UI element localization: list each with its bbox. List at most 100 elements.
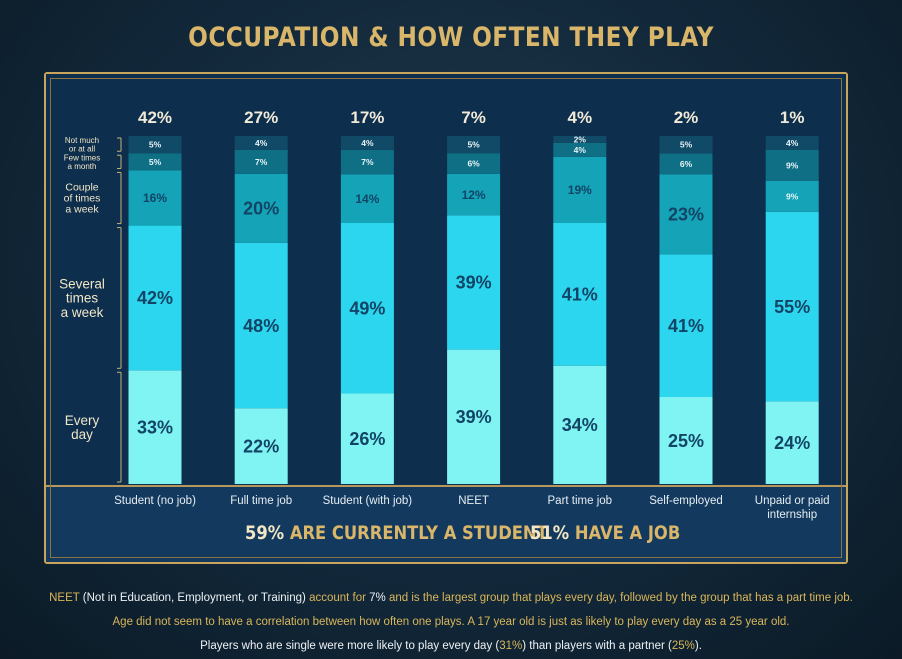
category-share-label: 17% (350, 108, 384, 127)
job-percent: 51% (530, 522, 570, 544)
frame-inner-border (50, 78, 842, 558)
data-label: 5% (680, 140, 693, 150)
series-label: a week (61, 305, 104, 320)
bar-segment (447, 349, 501, 484)
data-label: 39% (456, 407, 492, 427)
bar-segment (340, 393, 394, 484)
bar-segment (234, 408, 288, 484)
category-share-label: 1% (780, 108, 805, 127)
bar-segment (553, 156, 607, 223)
category-label: Student (with job) (322, 495, 413, 507)
bar-segment (659, 174, 713, 255)
series-label: a month (68, 162, 97, 171)
data-label: 48% (243, 316, 279, 336)
series-label: Few times (64, 153, 100, 162)
category-share-label: 42% (138, 108, 172, 127)
bar-segment (340, 174, 394, 223)
category-share-label: 2% (674, 108, 699, 127)
series-label: Not much (65, 136, 99, 145)
data-label: 41% (562, 285, 598, 305)
bar-segment (553, 223, 607, 366)
data-label: 49% (349, 299, 385, 319)
series-label: Couple (65, 182, 98, 194)
data-label: 41% (668, 316, 704, 336)
series-label: Every (65, 413, 100, 428)
category-label: Part time job (547, 495, 613, 507)
bar-segment (659, 153, 713, 175)
data-label: 39% (456, 273, 492, 293)
bar-segment (765, 136, 819, 150)
data-label: 25% (668, 431, 704, 451)
student-summary-text: ARE CURRENTLY A STUDENT (289, 522, 548, 544)
bar-segment (659, 136, 713, 154)
data-label: 4% (786, 138, 799, 148)
data-label: 19% (568, 183, 592, 197)
job-summary: 51% HAVE A JOB (530, 522, 680, 544)
category-share-label: 7% (461, 108, 486, 127)
category-label: NEET (458, 495, 489, 507)
note-age: Age did not seem to have a correlation b… (112, 616, 790, 628)
data-label: 4% (255, 138, 268, 148)
series-label: of times (64, 193, 101, 205)
bar-segment (659, 397, 713, 484)
bar-segment (340, 149, 394, 175)
series-label: times (66, 291, 99, 306)
data-label: 4% (574, 145, 587, 155)
bar-segment (447, 153, 501, 174)
summary-panel (46, 486, 846, 562)
bar-segment (234, 242, 288, 409)
series-label: Several (59, 276, 105, 291)
category-label: Full time job (230, 495, 293, 507)
category-label: Unpaid or paid internship (754, 495, 830, 521)
data-label: 6% (680, 159, 693, 169)
data-label: 33% (137, 417, 173, 437)
series-label: day (71, 427, 93, 442)
data-label: 23% (668, 205, 704, 225)
data-label: 5% (149, 157, 162, 167)
bar-segment (234, 136, 288, 150)
note-relationship: Players who are single were more likely … (200, 640, 702, 652)
data-label: 26% (349, 429, 385, 449)
bar-segment (128, 153, 182, 171)
note-neet: NEET (Not in Education, Employment, or T… (49, 592, 853, 604)
bar-segment (447, 215, 501, 350)
bar-segment (447, 173, 501, 216)
student-percent: 59% (245, 522, 285, 544)
data-label: 2% (574, 134, 587, 144)
bar-segment (765, 180, 819, 212)
bar-segment (128, 136, 182, 154)
data-label: 5% (467, 140, 480, 150)
data-label: 16% (143, 191, 167, 205)
chart-title: OCCUPATION & HOW OFTEN THEY PLAY (188, 22, 714, 53)
data-label: 55% (774, 297, 810, 317)
bar-segment (340, 136, 394, 150)
data-label: 6% (467, 159, 480, 169)
data-label: 4% (361, 138, 374, 148)
data-label: 20% (243, 199, 279, 219)
bar-segment (447, 136, 501, 154)
data-label: 9% (786, 191, 799, 201)
divider (46, 485, 846, 487)
bar-segment (765, 211, 819, 402)
bar-segment (659, 254, 713, 397)
bar-segment (128, 370, 182, 484)
bar-segment (234, 149, 288, 174)
student-summary: 59% ARE CURRENTLY A STUDENT (245, 522, 548, 544)
data-label: 22% (243, 436, 279, 456)
bar-segment (765, 401, 819, 484)
category-label: Self-employed (649, 495, 723, 507)
category-share-label: 4% (568, 108, 593, 127)
data-label: 9% (786, 160, 799, 170)
data-label: 7% (361, 157, 374, 167)
bar-segment (234, 173, 288, 243)
data-label: 7% (255, 157, 268, 167)
data-label: 34% (562, 415, 598, 435)
data-label: 12% (462, 188, 486, 202)
data-label: 14% (355, 192, 379, 206)
series-label: or at all (69, 145, 95, 154)
series-label: a week (65, 204, 99, 216)
bar-segment (553, 136, 607, 143)
bar-segment (340, 223, 394, 394)
bar-segment (553, 142, 607, 157)
